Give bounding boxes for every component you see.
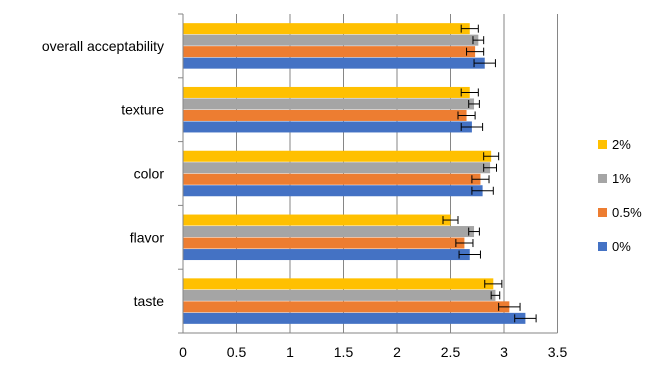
bar bbox=[183, 301, 510, 313]
legend-swatch bbox=[598, 140, 607, 149]
x-tick-label: 0 bbox=[179, 344, 187, 360]
x-tick-label: 2 bbox=[393, 344, 401, 360]
legend-label: 0.5% bbox=[612, 205, 642, 220]
bar bbox=[183, 214, 451, 226]
category-label: color bbox=[134, 166, 165, 182]
value-tick-labels: 0 0.5 1 1.5 2 2.5 3 3.5 bbox=[179, 344, 567, 360]
bar bbox=[183, 98, 475, 110]
error-bars bbox=[442, 24, 537, 323]
bar bbox=[183, 57, 485, 69]
x-tick-label: 2.5 bbox=[441, 344, 461, 360]
bar bbox=[183, 162, 491, 174]
bar bbox=[183, 109, 467, 121]
bar bbox=[183, 185, 483, 197]
legend-swatch bbox=[598, 208, 607, 217]
bar bbox=[183, 312, 526, 324]
bar bbox=[183, 278, 494, 290]
legend: 2% 1% 0.5% 0% bbox=[598, 137, 642, 254]
x-tick-label: 1.5 bbox=[334, 344, 354, 360]
legend-swatch bbox=[598, 242, 607, 251]
bar bbox=[183, 289, 496, 301]
category-label: texture bbox=[121, 102, 164, 118]
bar bbox=[183, 173, 481, 185]
category-label: overall acceptability bbox=[42, 38, 164, 54]
category-labels: overall acceptability texture color flavor t… bbox=[42, 38, 165, 309]
category-label: flavor bbox=[130, 229, 165, 245]
legend-label: 1% bbox=[612, 171, 631, 186]
bar bbox=[183, 237, 465, 249]
x-tick-label: 0.5 bbox=[227, 344, 247, 360]
x-tick-label: 3.5 bbox=[548, 344, 568, 360]
legend-label: 0% bbox=[612, 239, 631, 254]
x-tick-label: 3 bbox=[500, 344, 508, 360]
bar bbox=[183, 226, 475, 238]
bars bbox=[183, 23, 526, 324]
bar bbox=[183, 150, 492, 162]
legend-label: 2% bbox=[612, 137, 631, 152]
x-tick-label: 1 bbox=[286, 344, 294, 360]
bar bbox=[183, 121, 472, 133]
bar bbox=[183, 249, 470, 261]
legend-swatch bbox=[598, 174, 607, 183]
bar bbox=[183, 23, 470, 35]
bar bbox=[183, 86, 470, 98]
bar bbox=[183, 34, 479, 46]
bar bbox=[183, 46, 476, 58]
category-label: taste bbox=[134, 293, 165, 309]
